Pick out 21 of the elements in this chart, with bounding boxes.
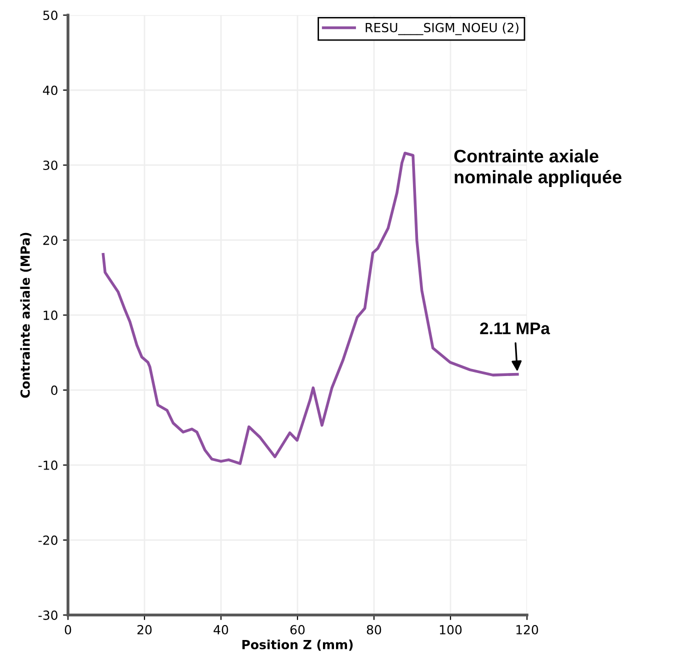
x-tick-label: 20 xyxy=(137,624,152,634)
x-tick-label: 100 xyxy=(440,624,462,634)
annotation: 2.11 MPa xyxy=(480,322,550,334)
legend-label: RESU____SIGM_NOEU (2) xyxy=(366,22,518,36)
y-tick-label: -10 xyxy=(38,460,58,470)
x-tick-label: 120 xyxy=(516,624,538,634)
x-tick-label: 40 xyxy=(214,624,228,634)
y-tick-label: -20 xyxy=(38,536,58,545)
x-tick-label: 80 xyxy=(366,624,382,634)
y-tick-label: 0 xyxy=(51,386,58,395)
y-tick-label: -30 xyxy=(38,610,58,620)
y-tick-label: 50 xyxy=(43,10,58,20)
y-tick-label: 30 xyxy=(43,160,58,170)
y-tick-label: 10 xyxy=(44,310,58,320)
x-tick-label: 60 xyxy=(290,624,305,634)
y-tick-label: 20 xyxy=(43,236,58,246)
y-axis-title: Contrainte axiale (MPa) xyxy=(20,232,32,398)
x-axis-title: Position Z (mm) xyxy=(242,640,353,651)
y-tick-label: 40 xyxy=(42,86,58,96)
x-tick-label: 0 xyxy=(64,624,72,634)
annotation: Contrainte axiale nominale appliquée xyxy=(454,149,622,188)
